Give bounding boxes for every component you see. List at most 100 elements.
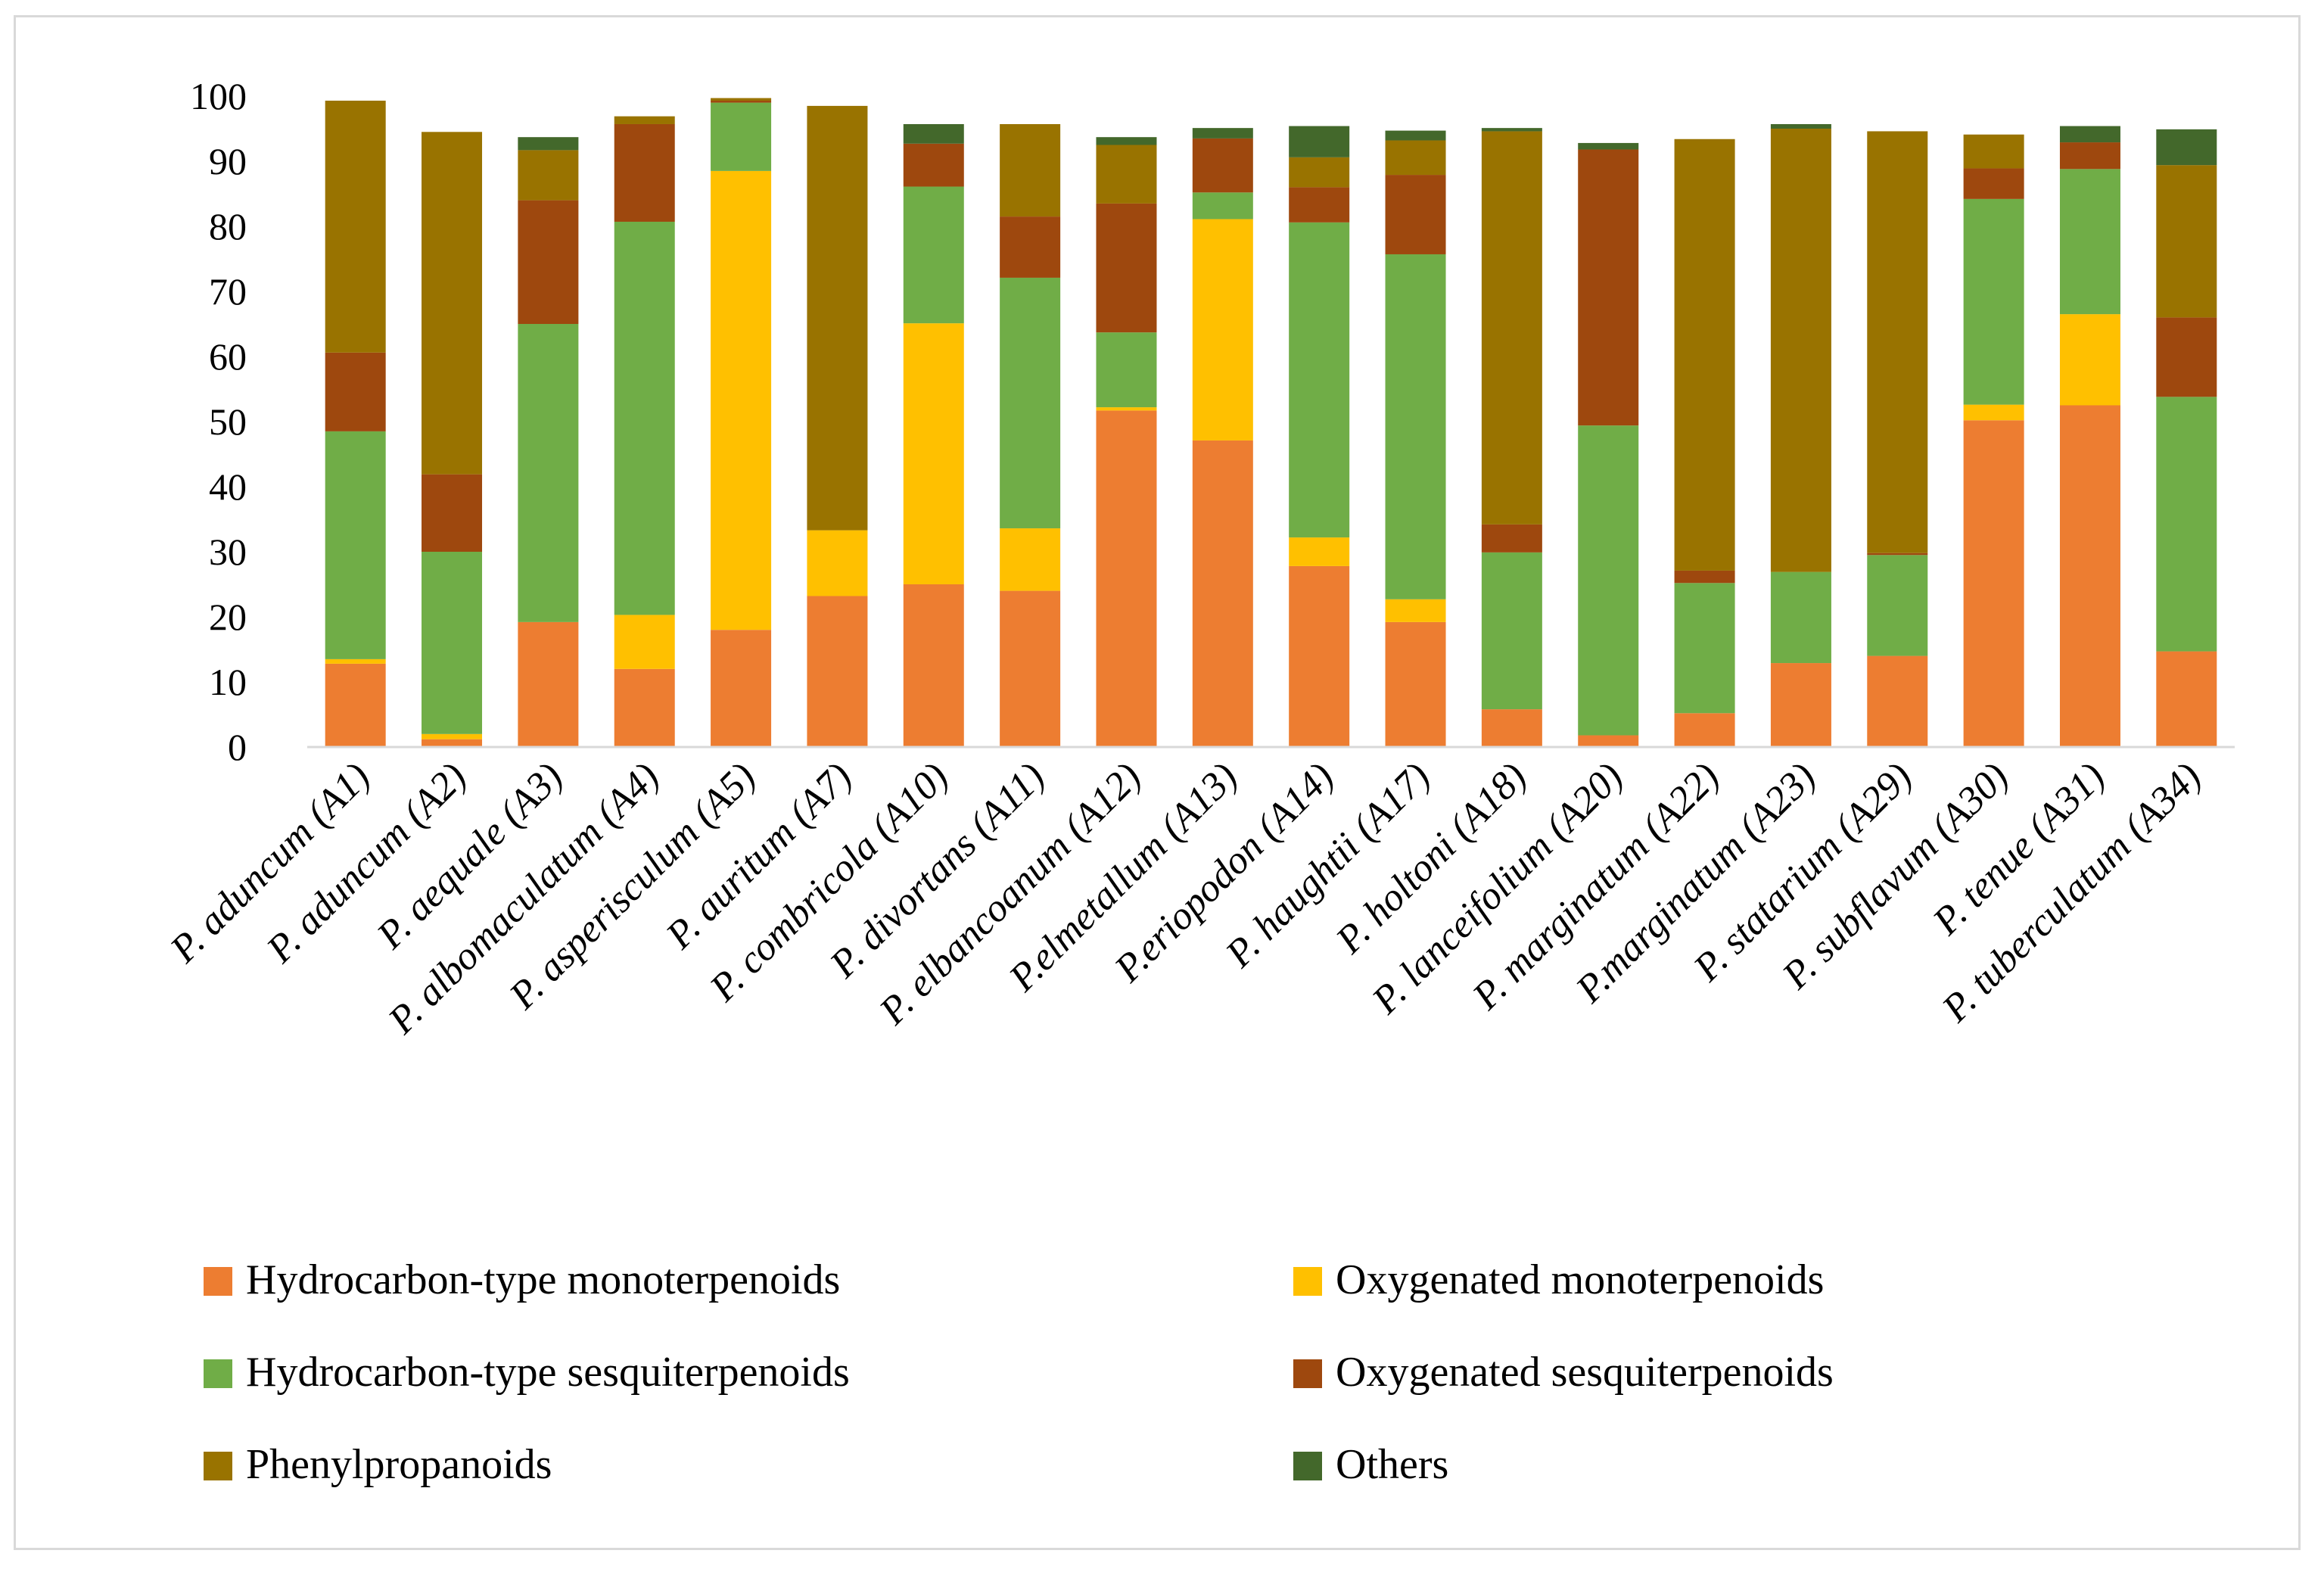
- bar-segment-others: [903, 123, 964, 144]
- bar-segment-oxygenated-sesquiterpenoids: [1481, 524, 1542, 553]
- stacked-bar-chart: 0 10 20 30 40 50 60 70 80 90 100 P. aduncum (A1)P.…: [162, 75, 2235, 1488]
- y-tick-label: 80: [209, 205, 247, 247]
- bar-segment-oxygenated-sesquiterpenoids: [1385, 175, 1446, 254]
- bar-segment-oxygenated-sesquiterpenoids: [1674, 570, 1735, 584]
- bar-segment-oxygenated-sesquiterpenoids: [711, 101, 772, 103]
- legend-swatch: [1293, 1452, 1322, 1480]
- bar-segment-oxygenated-sesquiterpenoids: [422, 474, 483, 552]
- bar-segment-phenylpropanoids: [2156, 165, 2217, 318]
- bar-segment-oxygenated-sesquiterpenoids: [1096, 203, 1157, 333]
- legend-swatch: [1293, 1267, 1322, 1296]
- bar-segment-oxygenated-sesquiterpenoids: [1578, 149, 1639, 426]
- bar-segment-oxygenated-monoterpenoids: [2059, 314, 2120, 406]
- bar-segment-oxygenated-sesquiterpenoids: [1867, 553, 1928, 556]
- bar-segment-hydrocarbon-type-monoterpenoids: [1770, 663, 1831, 747]
- bar-segment-hydrocarbon-type-sesquiterpenoids: [1674, 583, 1735, 714]
- y-tick-label: 70: [209, 270, 247, 313]
- bar-segment-hydrocarbon-type-monoterpenoids: [711, 630, 772, 747]
- bar-segment-phenylpropanoids: [1000, 123, 1061, 217]
- bar-segment-others: [1289, 126, 1350, 157]
- bar-segment-hydrocarbon-type-sesquiterpenoids: [614, 221, 675, 615]
- bar-segment-hydrocarbon-type-sesquiterpenoids: [1000, 277, 1061, 529]
- y-tick-label: 90: [209, 140, 247, 182]
- bar-segment-phenylpropanoids: [518, 150, 579, 201]
- bar-segment-oxygenated-sesquiterpenoids: [1000, 216, 1061, 278]
- bar-segment-phenylpropanoids: [1096, 145, 1157, 204]
- bar-segment-hydrocarbon-type-monoterpenoids: [1289, 565, 1350, 747]
- legend-label: Hydrocarbon-type monoterpenoids: [246, 1256, 840, 1303]
- bar-segment-hydrocarbon-type-monoterpenoids: [1481, 709, 1542, 747]
- bar-segment-hydrocarbon-type-monoterpenoids: [1578, 735, 1639, 747]
- bar-segment-oxygenated-sesquiterpenoids: [2059, 142, 2120, 170]
- bar-segment-hydrocarbon-type-sesquiterpenoids: [711, 102, 772, 171]
- bar-segment-others: [1096, 137, 1157, 145]
- bar-segment-hydrocarbon-type-monoterpenoids: [1096, 410, 1157, 747]
- bar-segment-oxygenated-monoterpenoids: [807, 530, 868, 596]
- bar-segment-hydrocarbon-type-monoterpenoids: [1192, 440, 1253, 747]
- bar-segment-hydrocarbon-type-monoterpenoids: [614, 668, 675, 747]
- bar-segment-phenylpropanoids: [1385, 140, 1446, 176]
- legend-label: Hydrocarbon-type sesquiterpenoids: [246, 1349, 850, 1396]
- bar-segment-oxygenated-monoterpenoids: [1000, 528, 1061, 591]
- bar-segment-oxygenated-monoterpenoids: [1289, 537, 1350, 566]
- bar-segment-others: [2156, 129, 2217, 166]
- bar-segment-phenylpropanoids: [325, 101, 386, 353]
- bar-segment-phenylpropanoids: [807, 105, 868, 531]
- bar-segment-phenylpropanoids: [422, 132, 483, 475]
- bar-segment-hydrocarbon-type-sesquiterpenoids: [2156, 397, 2217, 652]
- bar-segment-hydrocarbon-type-monoterpenoids: [1867, 655, 1928, 747]
- bar-segment-oxygenated-monoterpenoids: [614, 615, 675, 669]
- bar-segment-hydrocarbon-type-sesquiterpenoids: [1289, 222, 1350, 538]
- bar-segment-others: [1481, 128, 1542, 132]
- y-tick-label: 50: [209, 400, 247, 443]
- y-axis-ticks: 0 10 20 30 40 50 60 70 80 90 100: [190, 75, 247, 768]
- y-tick-label: 40: [209, 465, 247, 508]
- bar-segment-hydrocarbon-type-monoterpenoids: [2059, 405, 2120, 747]
- bar-segment-others: [1578, 142, 1639, 150]
- bar-segment-oxygenated-monoterpenoids: [903, 323, 964, 584]
- bar-segment-hydrocarbon-type-sesquiterpenoids: [903, 186, 964, 324]
- bar-segment-phenylpropanoids: [1770, 129, 1831, 572]
- bar-segment-hydrocarbon-type-sesquiterpenoids: [1192, 192, 1253, 219]
- bar-segment-hydrocarbon-type-monoterpenoids: [422, 739, 483, 747]
- y-tick-label: 10: [209, 661, 247, 703]
- bar-segment-hydrocarbon-type-monoterpenoids: [1674, 713, 1735, 747]
- bar-segment-hydrocarbon-type-monoterpenoids: [2156, 651, 2217, 747]
- y-tick-label: 100: [190, 75, 247, 117]
- bar-segment-others: [1192, 128, 1253, 139]
- bar-segment-oxygenated-monoterpenoids: [1963, 404, 2024, 421]
- category-labels: P. aduncum (A1)P. aduncum (A2)P. aequale…: [162, 755, 2210, 1042]
- bar-segment-others: [1385, 130, 1446, 141]
- legend-swatch: [204, 1452, 232, 1480]
- legend-label: Others: [1336, 1441, 1448, 1488]
- bars-layer: [325, 98, 2217, 747]
- legend-swatch: [1293, 1359, 1322, 1388]
- legend-label: Phenylpropanoids: [246, 1441, 552, 1488]
- bar-segment-hydrocarbon-type-sesquiterpenoids: [1385, 254, 1446, 599]
- bar-segment-oxygenated-sesquiterpenoids: [903, 143, 964, 187]
- chart-frame: 0 10 20 30 40 50 60 70 80 90 100 P. aduncum (A1) P.…: [14, 15, 2301, 1550]
- bar-segment-oxygenated-monoterpenoids: [711, 170, 772, 630]
- legend-swatch: [204, 1267, 232, 1296]
- bar-segment-hydrocarbon-type-monoterpenoids: [1963, 420, 2024, 747]
- bar-segment-phenylpropanoids: [711, 98, 772, 101]
- bar-segment-phenylpropanoids: [1867, 131, 1928, 553]
- y-tick-label: 20: [209, 596, 247, 638]
- legend-label: Oxygenated sesquiterpenoids: [1336, 1349, 1834, 1396]
- bar-segment-oxygenated-sesquiterpenoids: [325, 352, 386, 431]
- bar-segment-hydrocarbon-type-sesquiterpenoids: [1867, 555, 1928, 656]
- y-tick-label: 60: [209, 335, 247, 378]
- bar-segment-oxygenated-sesquiterpenoids: [1192, 138, 1253, 193]
- bar-segment-phenylpropanoids: [614, 116, 675, 124]
- legend: Hydrocarbon-type monoterpenoids Oxygenate…: [204, 1256, 1834, 1488]
- bar-segment-oxygenated-monoterpenoids: [1192, 219, 1253, 441]
- bar-segment-oxygenated-sesquiterpenoids: [1289, 187, 1350, 223]
- bar-segment-others: [518, 137, 579, 151]
- bar-segment-hydrocarbon-type-sesquiterpenoids: [1096, 332, 1157, 408]
- bar-segment-hydrocarbon-type-sesquiterpenoids: [2059, 169, 2120, 315]
- bar-segment-oxygenated-monoterpenoids: [422, 733, 483, 739]
- legend-label: Oxygenated monoterpenoids: [1336, 1256, 1824, 1303]
- legend-swatch: [204, 1359, 232, 1388]
- bar-segment-hydrocarbon-type-monoterpenoids: [518, 621, 579, 747]
- bar-segment-oxygenated-monoterpenoids: [1096, 407, 1157, 411]
